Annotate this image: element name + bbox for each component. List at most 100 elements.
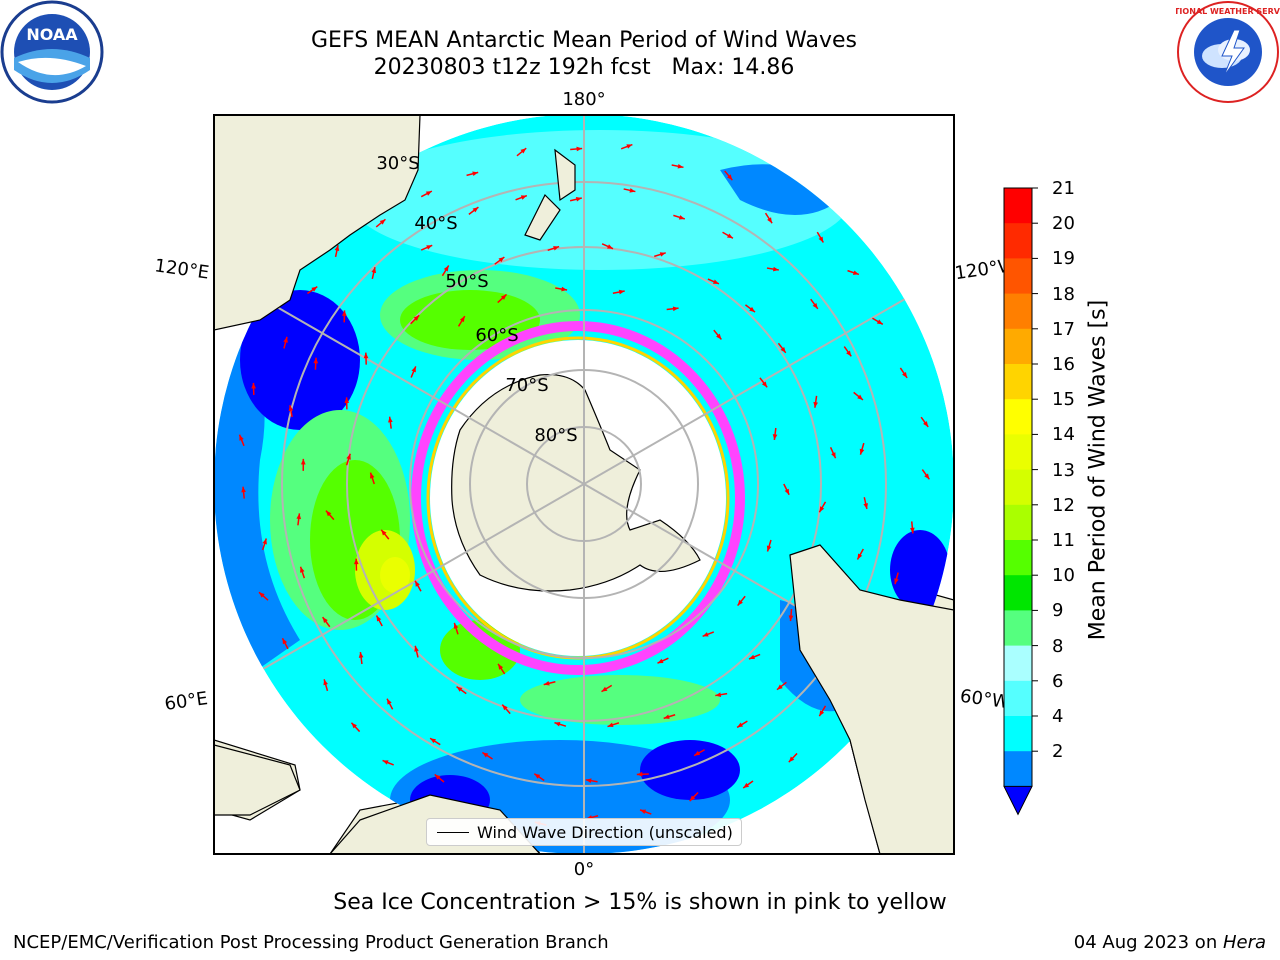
wave-direction-arrow <box>722 231 734 239</box>
legend-label: Wind Wave Direction (unscaled) <box>477 822 733 842</box>
wave-direction-arrow <box>847 269 860 276</box>
wave-direction-arrow <box>375 615 383 627</box>
colorbar-tick-label: 8 <box>1052 635 1064 657</box>
colorbar-tick-label: 13 <box>1052 459 1075 481</box>
colorbar-tick-label: 16 <box>1052 354 1075 375</box>
wave-direction-arrow <box>569 196 582 202</box>
wave-direction-arrow <box>410 366 417 378</box>
wave-direction-arrow <box>334 244 340 257</box>
wave-direction-arrow <box>813 395 818 408</box>
lon-label-top: 180° <box>562 89 605 110</box>
wave-direction-arrow <box>818 501 827 513</box>
wave-direction-arrow <box>410 314 420 325</box>
wave-direction-arrow <box>863 497 868 510</box>
wave-direction-arrow <box>636 771 649 777</box>
colorbar <box>1003 187 1038 816</box>
colorbar-tick-label: 12 <box>1052 494 1075 516</box>
wave-direction-arrow <box>258 591 269 601</box>
colorbar-outline <box>1003 187 1033 787</box>
wave-direction-arrow <box>251 382 256 395</box>
wave-direction-arrow <box>894 572 899 585</box>
lon-label-left-lower: 60°E <box>163 688 209 715</box>
wave-direction-arrow <box>570 146 583 152</box>
wave-direction-arrow <box>388 416 393 429</box>
wave-direction-arrow <box>323 679 329 692</box>
colorbar-segment <box>1004 364 1032 400</box>
noaa-logo: NOAA <box>0 0 104 104</box>
wave-direction-arrow <box>300 458 306 471</box>
wave-direction-arrow <box>772 427 778 441</box>
wave-direction-arrow <box>457 315 466 327</box>
wave-direction-arrow <box>434 773 445 783</box>
wave-direction-arrow <box>745 304 756 313</box>
colorbar-tick-label: 21 <box>1052 178 1075 199</box>
nws-logo-text: NATIONAL WEATHER SERVICE <box>1176 7 1280 16</box>
lon-label-left-upper: 120°E <box>153 255 210 283</box>
wave-direction-arrow <box>288 405 294 418</box>
wave-direction-arrow <box>783 483 790 496</box>
antarctica-landmass <box>451 373 701 592</box>
colorbar-segment <box>1004 188 1032 224</box>
wave-direction-arrow <box>543 680 556 686</box>
wave-direction-arrow <box>380 529 390 540</box>
graticule <box>214 115 954 854</box>
wave-direction-arrow <box>818 705 827 717</box>
colorbar-label: Mean Period of Wind Waves [s] <box>1085 299 1111 641</box>
wave-direction-arrow <box>261 538 268 551</box>
wave-direction-arrow <box>742 780 754 789</box>
chart-title: GEFS MEAN Antarctic Mean Period of Wind … <box>311 28 857 53</box>
colorbar-tick-label: 6 <box>1052 670 1064 692</box>
credit-line: NCEP/EMC/Verification Post Processing Pr… <box>13 932 609 953</box>
colorbar-segment <box>1004 751 1032 787</box>
wave-direction-arrow <box>715 692 728 697</box>
wave-direction-arrow <box>623 188 636 193</box>
wave-direction-arrow <box>693 749 705 757</box>
wave-direction-arrow <box>639 809 652 815</box>
colorbar-tick-label: 19 <box>1052 248 1075 270</box>
colorbar-tick-label: 11 <box>1052 530 1075 551</box>
colorbar-tick-label: 14 <box>1052 424 1075 446</box>
map-frame <box>213 114 955 855</box>
colorbar-segment <box>1004 223 1032 259</box>
lon-label-right-lower: 60°W <box>959 686 1011 714</box>
wave-direction-arrow <box>707 278 720 285</box>
wave-direction-arrow <box>816 231 824 243</box>
colorbar-tick-label: 9 <box>1052 600 1064 622</box>
wave-direction-arrow <box>547 245 560 252</box>
legend-line-swatch <box>437 831 469 833</box>
colorbar-segment <box>1004 680 1032 717</box>
wave-direction-arrow <box>497 663 506 675</box>
wave-direction-arrow <box>494 256 505 265</box>
wave-direction-arrow <box>689 791 699 802</box>
wave-direction-arrow <box>607 722 620 728</box>
colorbar-tick-label: 20 <box>1052 213 1075 235</box>
lat-label-70s: 70°S <box>505 375 548 396</box>
wave-direction-arrow <box>766 266 779 272</box>
chart-subtitle: 20230803 t12z 192h fcst Max: 14.86 <box>373 55 795 80</box>
wave-direction-arrow <box>713 329 722 340</box>
wave-direction-arrow <box>420 244 433 251</box>
lat-label-30s: 30°S <box>376 153 419 174</box>
colorbar-segment <box>1004 575 1032 611</box>
wave-direction-arrow <box>382 759 394 766</box>
wave-direction-arrow <box>663 714 676 720</box>
wave-direction-arrow <box>737 595 746 607</box>
colorbar-tick-label: 18 <box>1052 283 1075 305</box>
wave-direction-arrow <box>325 510 335 521</box>
wave-direction-arrow <box>281 637 289 650</box>
colorbar-tick-label: 4 <box>1052 706 1064 727</box>
date-stamp: 04 Aug 2023 on Hera <box>1074 932 1266 953</box>
wave-direction-arrow <box>441 265 450 277</box>
machine-name: Hera <box>1222 932 1266 953</box>
wave-direction-arrow <box>673 214 686 220</box>
wave-direction-arrow <box>238 434 245 447</box>
wave-direction-arrow <box>657 657 669 664</box>
lat-label-80s: 80°S <box>534 425 577 446</box>
wave-direction-arrow <box>585 778 598 784</box>
wave-direction-arrow <box>654 252 666 258</box>
wave-direction-arrow <box>748 653 761 660</box>
map-legend: Wind Wave Direction (unscaled) <box>426 818 742 846</box>
wave-direction-arrow <box>724 170 733 181</box>
wave-direction-arrow <box>533 773 545 782</box>
wave-direction-arrow <box>788 609 794 622</box>
